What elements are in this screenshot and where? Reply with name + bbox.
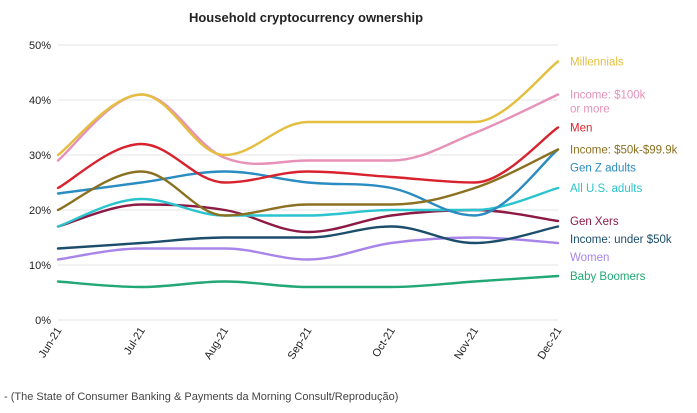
- series-line-all-u-s-adults: [56, 186, 560, 228]
- series-labels: Millennials Income: $100k or more Men Income…: [570, 57, 678, 284]
- series-lines: [56, 60, 560, 289]
- series-line-income-50k-99-9k: [56, 148, 560, 217]
- x-tick-label: Nov-21: [452, 325, 481, 361]
- series-line-gen-z-adults: [56, 148, 560, 217]
- series-line-women: [56, 236, 560, 261]
- y-tick-label: 30%: [29, 150, 51, 162]
- source-caption: - (The State of Consumer Banking & Payme…: [4, 391, 399, 403]
- chart-title: Household cryptocurrency ownership: [189, 10, 423, 25]
- y-tick-label: 20%: [29, 205, 51, 217]
- series-label-men: Men: [570, 123, 592, 135]
- series-line-baby-boomers: [56, 274, 560, 289]
- y-tick-label: 40%: [29, 95, 51, 107]
- x-tick-label: Jun-21: [37, 325, 65, 360]
- series-label-baby-boomers: Baby Boomers: [570, 271, 646, 283]
- series-label-women: Women: [570, 252, 609, 264]
- series-label-income-100k-or-more: Income: $100k or more: [570, 90, 646, 116]
- y-tick-label: 10%: [29, 260, 51, 272]
- x-tick-label: Oct-21: [370, 325, 398, 359]
- x-tick-label: Sep-21: [286, 325, 315, 361]
- x-tick-label: Dec-21: [536, 325, 565, 361]
- x-tick-label: Jul-21: [122, 325, 148, 357]
- series-line-income-100k-or-more: [56, 93, 560, 166]
- series-label-income-under-50k: Income: under $50k: [570, 234, 672, 246]
- x-axis-ticks: Jun-21 Jul-21 Aug-21 Sep-21 Oct-21 Nov-21 Dec-…: [37, 325, 565, 361]
- series-label-gen-z-adults: Gen Z adults: [570, 163, 636, 175]
- series-line-men: [56, 126, 560, 190]
- chart-grid: [58, 44, 558, 321]
- y-axis-ticks: 0% 10% 20% 30% 40% 50%: [29, 40, 51, 327]
- series-line-income-under-50k: [56, 225, 560, 250]
- series-line-millennials: [56, 60, 560, 157]
- series-label-all-u-s-adults: All U.S. adults: [570, 183, 642, 195]
- x-tick-label: Aug-21: [202, 325, 231, 361]
- series-label-gen-xers: Gen Xers: [570, 216, 619, 228]
- y-tick-label: 50%: [29, 40, 51, 52]
- series-label-income-50k-99-9k: Income: $50k-$99.9k: [570, 145, 678, 157]
- series-label-millennials: Millennials: [570, 57, 624, 69]
- y-tick-label: 0%: [35, 315, 51, 327]
